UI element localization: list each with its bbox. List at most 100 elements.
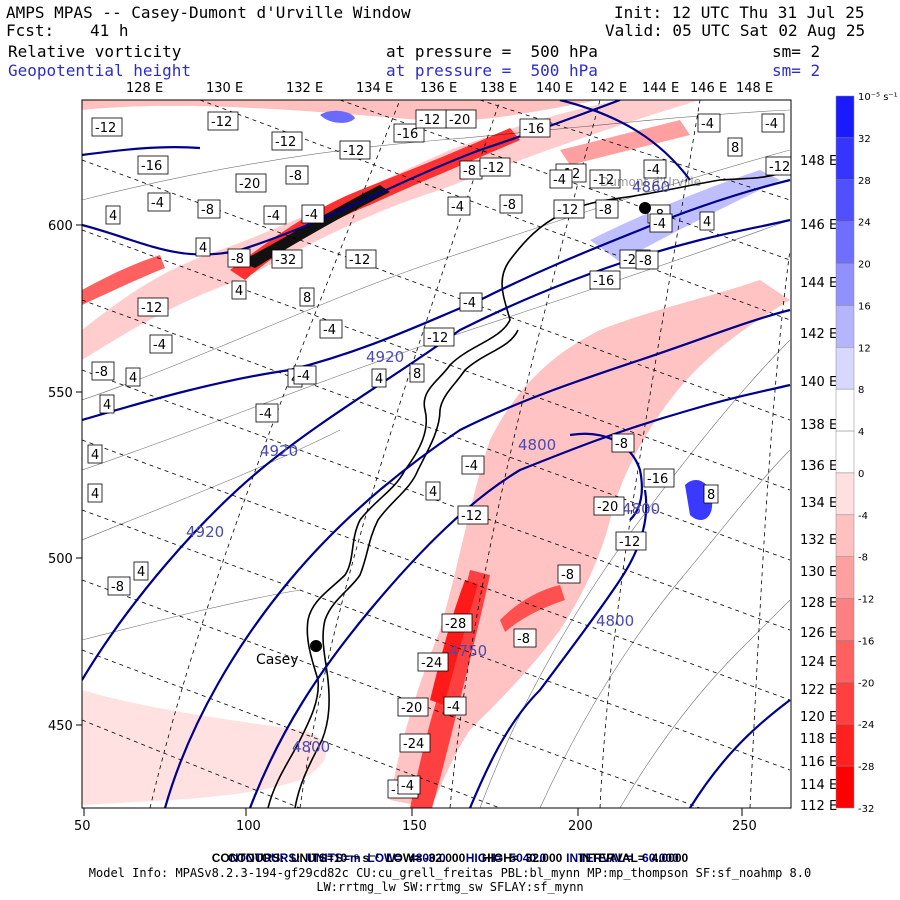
- right-edge-label: 146 E: [800, 218, 837, 233]
- svg-text:4: 4: [137, 565, 145, 580]
- vorticity-label: -8: [285, 165, 309, 185]
- svg-text:-4: -4: [153, 338, 166, 353]
- vorticity-label: -4: [643, 159, 667, 179]
- svg-text:-4: -4: [553, 173, 566, 188]
- right-edge-label: 138 E: [800, 418, 837, 433]
- x-tick-label: 50: [74, 819, 91, 834]
- svg-text:-12: -12: [211, 115, 232, 130]
- svg-text:-4: -4: [463, 296, 476, 311]
- vorticity-label: -20: [445, 109, 477, 129]
- vorticity-label: 4: [99, 394, 115, 414]
- right-edge-label: 128 E: [800, 596, 837, 611]
- field2-level: at pressure = 500 hPa: [386, 61, 598, 80]
- vorticity-label: -4: [255, 403, 279, 423]
- vorticity-label: -4: [301, 204, 325, 224]
- svg-text:-32: -32: [275, 253, 296, 268]
- svg-text:-16: -16: [523, 122, 544, 137]
- vorticity-label: -8: [91, 361, 115, 381]
- svg-text:-8: -8: [231, 252, 244, 267]
- svg-text:-4: -4: [323, 323, 336, 338]
- colorbar-swatch: [835, 221, 855, 264]
- svg-text:-12: -12: [141, 301, 162, 316]
- vorticity-label: -20: [593, 496, 625, 516]
- vorticity-label: -12: [423, 327, 455, 347]
- svg-text:-16: -16: [593, 274, 614, 289]
- right-edge-label: 140 E: [800, 375, 837, 390]
- svg-text:-12: -12: [419, 113, 440, 128]
- height-label: 4860: [632, 178, 670, 196]
- vorticity-label: -12: [615, 531, 647, 551]
- y-tick-label: 600: [48, 219, 73, 234]
- colorbar-swatch: [835, 723, 855, 767]
- colorbar-swatch: [835, 765, 855, 809]
- y-tick-label: 500: [48, 552, 73, 567]
- svg-text:-8: -8: [95, 365, 108, 380]
- svg-text:-20: -20: [401, 701, 422, 716]
- colorbar-swatch: [835, 347, 855, 390]
- height-label: 4800: [292, 738, 330, 756]
- plot-frame: [81, 99, 792, 809]
- station-dumont-durville[interactable]: Dumont d'Urville: [600, 175, 701, 214]
- vorticity-label: -12: [345, 249, 377, 269]
- vorticity-label: 4: [125, 367, 141, 387]
- colorbar-units: 10⁻⁵ s⁻¹: [858, 92, 898, 103]
- vorticity-label: -4: [459, 292, 483, 312]
- station-marker: [639, 202, 651, 214]
- vorticity-contours: [82, 109, 791, 808]
- vorticity-labels: -12-12-16-20-12-16-12-20-16-12-8-4448-12…: [87, 109, 791, 799]
- svg-text:-8: -8: [639, 254, 652, 269]
- vorticity-label: -4: [147, 192, 171, 212]
- svg-text:-4: -4: [765, 117, 778, 132]
- right-edge-label: 144 E: [800, 276, 837, 291]
- station-casey[interactable]: Casey: [256, 640, 322, 668]
- forecast-label: Fcst:: [6, 21, 55, 40]
- colorbar-label: 8: [858, 385, 864, 396]
- colorbar-label: -20: [858, 678, 874, 689]
- longitude-label: 136 E: [420, 81, 457, 96]
- svg-text:-4: -4: [465, 459, 478, 474]
- svg-text:-12: -12: [593, 173, 614, 188]
- vorticity-label: -12: [415, 109, 447, 129]
- height-contour-interval: INTERVAL= 60.000: [566, 851, 679, 865]
- longitude-label: 140 E: [536, 81, 573, 96]
- svg-text:-12: -12: [557, 203, 578, 218]
- vorticity-label: -8: [611, 433, 635, 453]
- vorticity-label: -4: [149, 334, 173, 354]
- svg-text:-12: -12: [95, 121, 116, 136]
- right-edge-label: 112 E: [800, 799, 837, 814]
- vorticity-shading: [82, 100, 790, 808]
- y-axis: 600 550 500 450: [48, 219, 82, 734]
- colorbar-swatch: [835, 472, 855, 516]
- vorticity-label: -4: [649, 213, 673, 233]
- vorticity-label: 8: [703, 484, 719, 504]
- colorbar-swatch: [835, 137, 855, 181]
- x-tick-label: 200: [568, 819, 593, 834]
- svg-text:-4: -4: [653, 217, 666, 232]
- vorticity-label: -24: [399, 733, 431, 753]
- vorticity-contour-info: CONTOURS: UNITS=10⁻⁵ s⁻¹ LOW= -32.000 HI…: [211, 851, 689, 865]
- longitude-label: 146 E: [690, 81, 727, 96]
- svg-text:-12: -12: [275, 135, 296, 150]
- svg-text:-4: -4: [151, 196, 164, 211]
- vorticity-label: -8: [499, 194, 523, 214]
- y-tick-label: 550: [48, 386, 73, 401]
- vorticity-label: -8: [459, 160, 483, 180]
- svg-text:4: 4: [199, 241, 207, 256]
- vorticity-label: -4: [397, 775, 421, 795]
- vorticity-label: -16: [643, 468, 675, 488]
- y-tick-label: 450: [48, 719, 73, 734]
- svg-text:-8: -8: [615, 437, 628, 452]
- longitude-label: 138 E: [480, 81, 517, 96]
- svg-text:-12: -12: [483, 161, 504, 176]
- longitude-label: 130 E: [206, 81, 243, 96]
- vorticity-label: -8: [595, 199, 619, 219]
- vorticity-label: -4: [293, 365, 317, 385]
- vorticity-label: -12: [457, 505, 489, 525]
- vorticity-label: -12: [91, 117, 123, 137]
- svg-text:-12: -12: [427, 331, 448, 346]
- vorticity-label: -16: [393, 123, 425, 143]
- vorticity-label: 4: [133, 561, 149, 581]
- svg-text:8: 8: [413, 367, 421, 382]
- vorticity-label: -4: [263, 205, 287, 225]
- height-label: 4920: [260, 442, 298, 460]
